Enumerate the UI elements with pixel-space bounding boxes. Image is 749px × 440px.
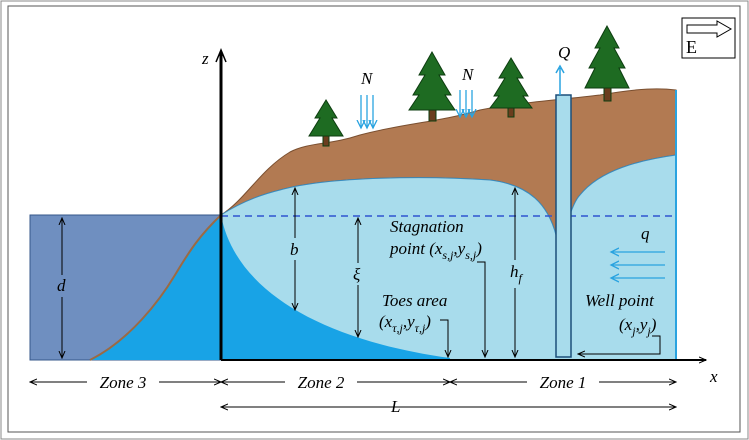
coord-text: ,y [403, 312, 415, 331]
coord-text: (x [619, 315, 633, 334]
compass-arrow [686, 20, 733, 38]
coord-sub: j [645, 324, 651, 338]
dim-hf-base: h [510, 262, 519, 281]
coord-sub: j [630, 324, 636, 338]
dim-hf: hf [510, 262, 524, 285]
label-bg [527, 372, 599, 392]
label-bg [288, 238, 303, 260]
x-label: x [709, 367, 718, 386]
coord-sub: τ,j [415, 321, 426, 335]
label-bg [351, 263, 366, 285]
coord-text: ,y [453, 239, 465, 258]
zone-label: Zone 3 [100, 373, 147, 392]
z-arrow [215, 48, 227, 63]
label-bg [508, 260, 530, 288]
coord-sub: s,j [442, 248, 454, 262]
coord-text: ) [475, 239, 482, 258]
coord-text: ) [424, 312, 431, 331]
inner-frame [7, 5, 741, 433]
coastal-saltwater [90, 215, 221, 360]
discharge-label: Q [558, 43, 570, 62]
coast-slope [89, 214, 222, 361]
coord-text: ) [650, 315, 657, 334]
label-bg [285, 372, 357, 392]
point-title: Toes area [382, 291, 447, 310]
coord-text: ,y [636, 315, 648, 334]
recharge-arrows [361, 90, 472, 128]
dim-d: d [57, 276, 66, 295]
inflow-label: q [641, 224, 650, 243]
coord-sub: s,j [465, 248, 477, 262]
coord-text: (x [379, 312, 393, 331]
point-title: Well point [585, 291, 655, 310]
point-coords: (xj,yj) [619, 315, 657, 338]
point-coords: point (xs,j,ys,j) [389, 239, 482, 262]
well-arrow [555, 64, 565, 95]
zone-label: Zone 1 [540, 373, 587, 392]
point-coords: (xτ,j,yτ,j) [379, 312, 431, 335]
z-label: z [201, 49, 209, 68]
label-bg [638, 221, 654, 241]
point-title: Stagnation [390, 217, 464, 236]
salt-wedge [221, 215, 450, 360]
compass-label: E [686, 37, 697, 57]
trees [308, 24, 630, 147]
label-bg [87, 372, 159, 392]
label-bg [52, 275, 72, 297]
recharge-label: N [360, 69, 374, 88]
recharge-label: N [461, 65, 475, 84]
dim-xi: ξ [353, 265, 361, 284]
well [555, 94, 572, 358]
coord-sub: τ,j [392, 321, 403, 335]
dim-hf-sub: f [519, 271, 524, 285]
zone-label: Zone 2 [298, 373, 345, 392]
inflow-arrows [611, 252, 665, 278]
dim-b: b [290, 240, 299, 259]
coord-text: point (x [389, 239, 443, 258]
dim-L: L [390, 397, 400, 416]
